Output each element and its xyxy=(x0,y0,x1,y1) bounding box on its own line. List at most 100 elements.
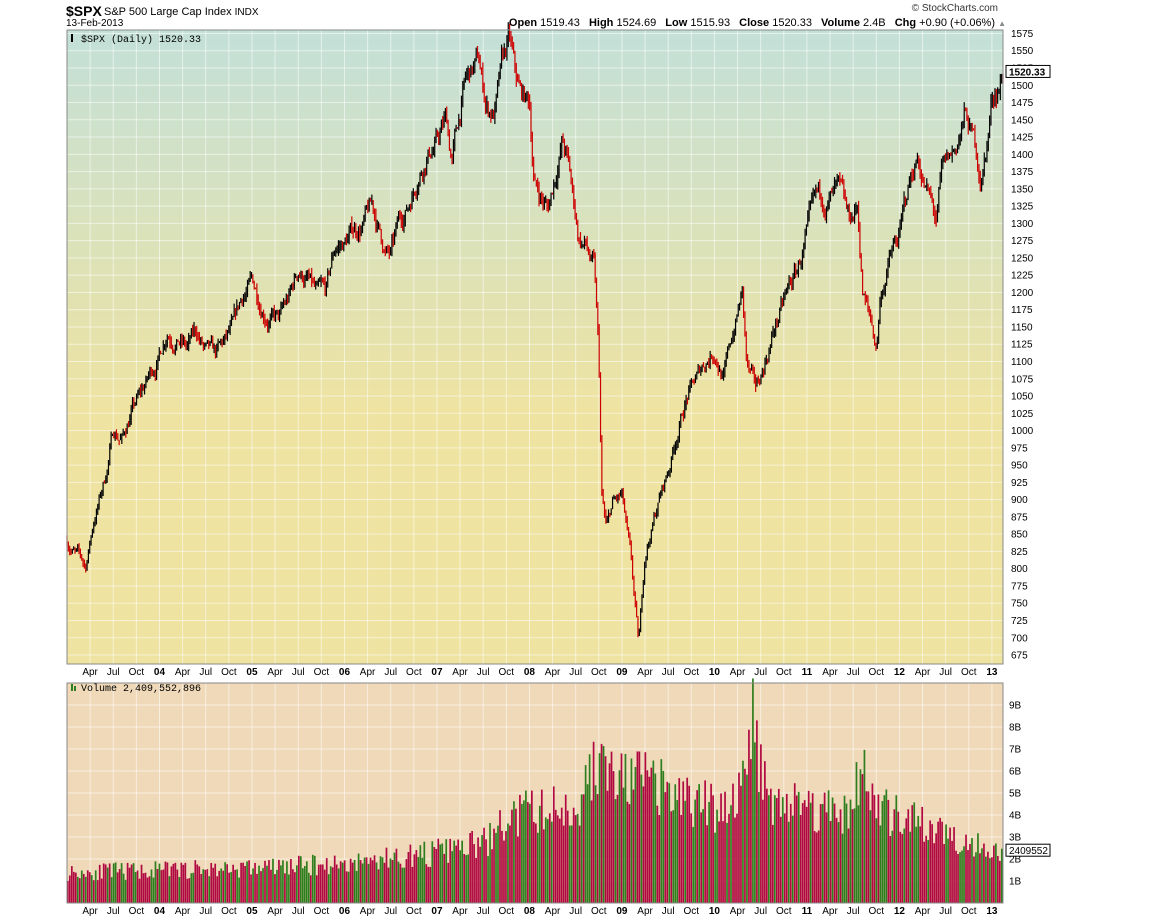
volume-bar xyxy=(485,839,487,903)
volume-bar xyxy=(893,809,896,903)
volume-bar xyxy=(479,846,481,903)
volume-bar xyxy=(280,865,282,903)
volume-bar xyxy=(212,867,215,903)
volume-bar xyxy=(535,823,537,903)
volume-bar xyxy=(855,762,858,903)
volume-x-tick: Oct xyxy=(499,906,515,917)
volume-bar xyxy=(337,868,340,903)
volume-bar xyxy=(491,849,493,903)
volume-bar xyxy=(929,820,932,903)
volume-bar xyxy=(752,678,754,903)
volume-bar xyxy=(379,856,382,903)
volume-bar xyxy=(923,841,926,903)
volume-x-tick: Jul xyxy=(662,906,675,917)
volume-bar xyxy=(475,857,477,903)
volume-bar xyxy=(728,813,730,903)
volume-x-tick: Oct xyxy=(869,906,885,917)
volume-bar xyxy=(521,803,523,903)
volume-bar xyxy=(321,864,324,903)
volume-x-tick: 10 xyxy=(709,906,721,917)
volume-bar xyxy=(785,793,788,903)
volume-bar xyxy=(536,832,539,903)
volume-bar xyxy=(550,821,553,903)
price-y-tick: 850 xyxy=(1011,530,1028,541)
volume-bar xyxy=(895,795,898,903)
volume-x-tick: Apr xyxy=(452,906,468,917)
volume-bar xyxy=(710,783,712,903)
volume-bar xyxy=(975,852,977,903)
volume-bar xyxy=(389,858,392,903)
brand-link[interactable]: © StockCharts.com xyxy=(911,3,998,14)
volume-bar xyxy=(903,828,906,903)
volume-bar xyxy=(359,860,362,903)
volume-bar xyxy=(178,877,181,903)
volume-bar xyxy=(525,790,527,903)
volume-legend-icon xyxy=(71,684,73,691)
volume-bar xyxy=(700,812,702,903)
price-y-axis: 675 700 725 750 775 800 825 850 875 900 925 950 975 1… xyxy=(1011,29,1034,662)
volume-bar xyxy=(220,868,223,903)
price-x-tick: Oct xyxy=(129,667,145,678)
price-y-tick: 1575 xyxy=(1011,29,1034,40)
volume-bar xyxy=(602,745,605,903)
volume-x-tick: Apr xyxy=(822,906,838,917)
volume-label: Volume xyxy=(821,17,860,29)
volume-bar xyxy=(819,804,822,903)
price-x-tick: 07 xyxy=(431,667,443,678)
volume-bar xyxy=(122,873,125,903)
volume-bar xyxy=(313,855,316,903)
volume-bar xyxy=(885,789,888,903)
volume-bar xyxy=(94,870,97,903)
volume-bar xyxy=(963,846,965,903)
volume-bar xyxy=(993,845,995,903)
volume-bar xyxy=(769,788,772,903)
volume-bar xyxy=(144,872,147,903)
volume-x-tick: Jul xyxy=(477,906,490,917)
volume-x-tick: Jul xyxy=(107,906,120,917)
volume-bar xyxy=(967,850,969,903)
volume-x-tick: Apr xyxy=(545,906,561,917)
volume-bar xyxy=(274,874,276,903)
volume-bar xyxy=(817,830,820,903)
volume-bar xyxy=(276,869,278,903)
volume-bar xyxy=(367,863,370,903)
volume-bar xyxy=(477,837,479,903)
volume-bar xyxy=(244,865,246,903)
volume-bar xyxy=(799,814,802,903)
volume-bar xyxy=(634,766,637,903)
volume-bar xyxy=(264,860,266,903)
volume-bar xyxy=(989,858,991,903)
volume-bar xyxy=(409,844,412,903)
volume-bar xyxy=(208,876,211,903)
volume-bar xyxy=(949,827,951,903)
triangle-up-icon: ▲ xyxy=(998,19,1006,28)
chg-label: Chg xyxy=(894,17,917,29)
volume-bar xyxy=(357,853,360,903)
price-y-tick: 975 xyxy=(1011,443,1028,454)
exchange-label: INDX xyxy=(234,7,259,18)
volume-bar xyxy=(668,783,671,903)
price-x-tick: 12 xyxy=(894,667,906,678)
volume-bar xyxy=(552,786,555,903)
volume-bar xyxy=(863,749,866,903)
volume-bar xyxy=(692,826,695,903)
price-y-tick: 750 xyxy=(1011,599,1028,610)
volume-bar xyxy=(760,744,762,903)
price-x-tick: 13 xyxy=(986,667,998,678)
volume-bar xyxy=(857,805,860,903)
price-y-tick: 1475 xyxy=(1011,98,1034,109)
price-x-tick: Oct xyxy=(961,667,977,678)
volume-bar xyxy=(184,862,187,903)
volume-bar xyxy=(744,768,746,903)
volume-bar xyxy=(270,869,272,903)
volume-bar xyxy=(192,872,195,903)
volume-bar xyxy=(594,785,597,903)
volume-bar xyxy=(851,809,854,903)
volume-bar xyxy=(124,879,127,903)
volume-bar xyxy=(527,802,529,903)
price-y-tick: 1250 xyxy=(1011,253,1034,264)
volume-bar xyxy=(84,876,87,903)
volume-bar xyxy=(969,843,971,903)
volume-bar xyxy=(997,856,999,903)
volume-bar xyxy=(355,870,358,903)
